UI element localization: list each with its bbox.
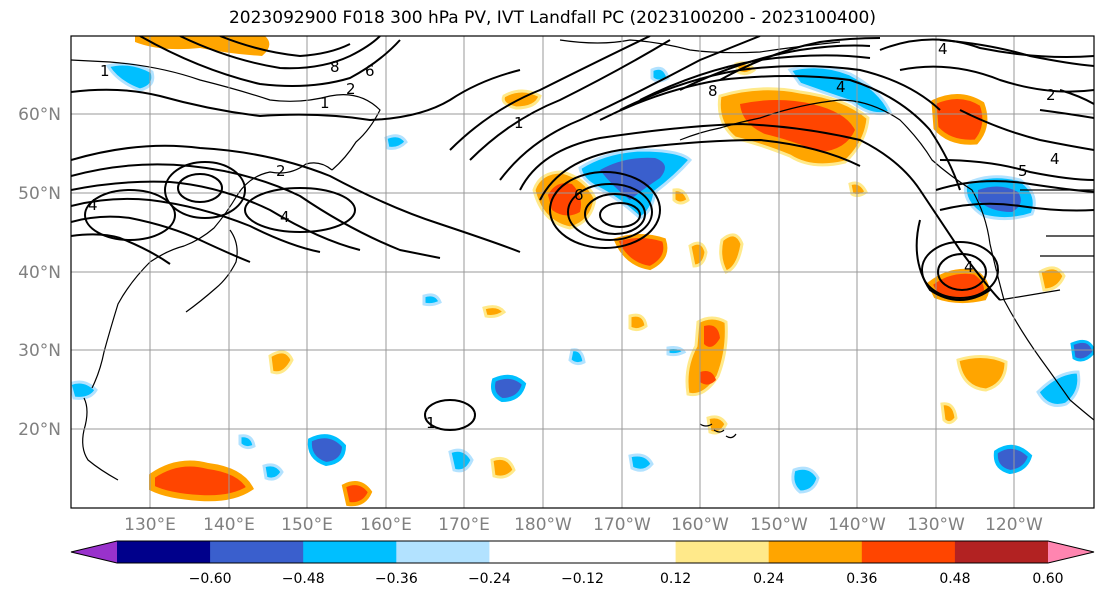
positive-anomaly-area [719, 233, 744, 274]
lon-label: 130°E [124, 515, 176, 535]
colorbar-segment [396, 541, 490, 563]
positive-anomaly-area [482, 305, 507, 318]
svg-text:1: 1 [514, 114, 524, 132]
colorbar-segment [210, 541, 304, 563]
pv-anomaly-shading [71, 36, 1094, 507]
svg-text:4: 4 [280, 208, 290, 226]
positive-anomaly-core [740, 100, 855, 152]
positive-anomaly-area [931, 94, 988, 145]
lon-label: 140°E [203, 515, 255, 535]
positive-anomaly-area [688, 241, 708, 268]
lon-label: 180°W [514, 515, 572, 535]
lon-label: 140°W [828, 515, 886, 535]
negative-anomaly-area [422, 293, 442, 307]
colorbar-tick-label: 0.60 [1032, 571, 1063, 587]
map-title: 2023092900 F018 300 hPa PV, IVT Landfall… [228, 8, 876, 28]
svg-text:2: 2 [276, 162, 286, 180]
positive-anomaly-area [268, 350, 294, 375]
longitude-axis: 130°E 140°E 150°E 160°E 170°E 180°W 170°… [124, 515, 1043, 535]
svg-text:8: 8 [330, 58, 340, 76]
latitude-axis: 60°N 50°N 40°N 30°N 20°N [18, 105, 61, 440]
svg-text:6: 6 [365, 62, 375, 80]
colorbar-segment [768, 541, 863, 563]
svg-text:4: 4 [938, 40, 948, 58]
lat-label: 40°N [18, 263, 61, 283]
negative-anomaly-area [628, 453, 654, 472]
colorbar-outline [70, 540, 1095, 564]
negative-anomaly-area [666, 346, 687, 357]
colorbar-tick-label: 0.24 [753, 571, 784, 587]
positive-anomaly-area [628, 313, 648, 332]
colorbar-segment [117, 541, 211, 563]
svg-text:4: 4 [88, 196, 98, 214]
negative-anomaly-area [262, 463, 284, 481]
svg-text:4: 4 [836, 78, 846, 96]
svg-text:4: 4 [1050, 150, 1060, 168]
lat-label: 20°N [18, 420, 61, 440]
svg-text:5: 5 [1018, 162, 1028, 180]
colorbar-tick-label: 0.36 [846, 571, 877, 587]
svg-text:1: 1 [320, 94, 330, 112]
positive-anomaly-area [940, 402, 958, 425]
positive-anomaly-area [341, 481, 373, 507]
positive-anomaly-core [704, 325, 720, 347]
positive-anomaly-area [848, 181, 868, 198]
svg-text:2: 2 [1046, 86, 1056, 104]
svg-text:4: 4 [964, 258, 974, 276]
colorbar-max-extension [1048, 541, 1094, 563]
negative-anomaly-area [1070, 339, 1094, 362]
colorbar-tick-label: −0.12 [561, 571, 604, 587]
lon-label: 160°E [360, 515, 412, 535]
svg-text:1: 1 [426, 414, 436, 432]
lat-label: 50°N [18, 184, 61, 204]
colorbar-segment [303, 541, 397, 563]
positive-anomaly-area [149, 460, 254, 502]
colorbar-segment [861, 541, 956, 563]
coastlines [71, 39, 1094, 481]
lat-label: 30°N [18, 341, 61, 361]
map-border [70, 35, 1095, 509]
negative-anomaly-area [238, 434, 256, 450]
negative-anomaly-area [491, 374, 527, 403]
negative-anomaly-core [600, 157, 665, 200]
svg-text:1: 1 [100, 62, 110, 80]
negative-anomaly-area [307, 434, 347, 467]
svg-text:6: 6 [574, 186, 584, 204]
svg-text:8: 8 [708, 82, 718, 100]
lon-label: 170°E [438, 515, 490, 535]
negative-anomaly-area [787, 65, 893, 116]
positive-anomaly-area [490, 456, 516, 479]
lon-label: 150°E [281, 515, 333, 535]
colorbar: −0.60 −0.48 −0.36 −0.24 −0.12 0.12 0.24 0.36 0.4… [70, 540, 1095, 587]
negative-anomaly-area [448, 448, 474, 473]
colorbar-tick-label: −0.24 [468, 571, 511, 587]
lat-label: 60°N [18, 105, 61, 125]
colorbar-min-extension [71, 541, 117, 563]
pv-contours [71, 36, 1094, 431]
colorbar-tick-label: −0.36 [375, 571, 418, 587]
colorbar-tick-label: 0.48 [939, 571, 970, 587]
colorbar-tick-label: −0.60 [189, 571, 232, 587]
positive-anomaly-core [700, 371, 716, 385]
negative-anomaly-area [791, 466, 820, 494]
lon-label: 130°W [907, 515, 965, 535]
lon-label: 160°W [671, 515, 729, 535]
colorbar-segment [582, 541, 677, 563]
colorbar-tick-label: 0.12 [660, 571, 691, 587]
lon-label: 150°W [750, 515, 808, 535]
lon-label: 170°W [593, 515, 651, 535]
contour-labels: 1 8 6 2 1 8 4 2 4 5 4 1 6 4 2 4 4 1 [88, 40, 1060, 432]
positive-anomaly-area [956, 355, 1008, 392]
colorbar-segment [954, 541, 1049, 563]
negative-anomaly-area [384, 134, 408, 150]
colorbar-tick-label: −0.48 [282, 571, 325, 587]
colorbar-segment [489, 541, 583, 563]
colorbar-segment [675, 541, 770, 563]
positive-anomaly-area [1038, 266, 1066, 292]
negative-anomaly-area [71, 380, 98, 400]
lon-label: 120°W [985, 515, 1043, 535]
svg-text:2: 2 [346, 80, 356, 98]
